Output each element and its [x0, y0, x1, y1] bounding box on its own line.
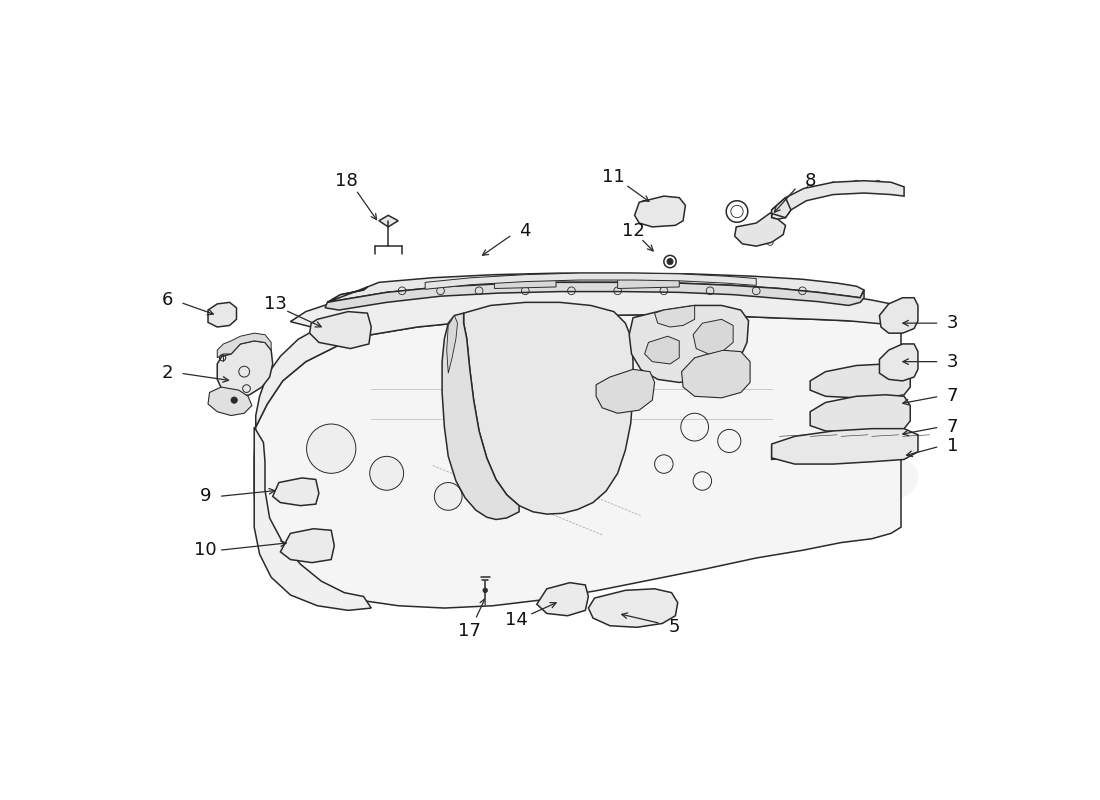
Polygon shape: [693, 319, 733, 354]
Text: 14: 14: [505, 610, 527, 629]
Text: 6: 6: [162, 291, 173, 309]
Polygon shape: [378, 215, 398, 227]
Polygon shape: [635, 196, 685, 227]
Polygon shape: [208, 302, 236, 327]
Polygon shape: [682, 350, 750, 398]
Polygon shape: [464, 302, 634, 514]
Circle shape: [434, 482, 462, 510]
Text: 12: 12: [621, 222, 645, 240]
Polygon shape: [588, 589, 678, 627]
Polygon shape: [654, 306, 695, 327]
Text: 10: 10: [195, 542, 217, 559]
Polygon shape: [772, 429, 917, 464]
Polygon shape: [310, 311, 372, 349]
Polygon shape: [218, 341, 273, 398]
Polygon shape: [596, 370, 654, 414]
Polygon shape: [629, 306, 749, 382]
Text: 2: 2: [162, 364, 173, 382]
Circle shape: [231, 397, 238, 403]
Polygon shape: [255, 282, 901, 427]
Polygon shape: [326, 282, 865, 310]
Polygon shape: [328, 273, 865, 302]
Polygon shape: [280, 529, 334, 562]
Text: 5: 5: [668, 618, 680, 636]
Text: a passion since 1985: a passion since 1985: [348, 514, 700, 547]
Polygon shape: [810, 394, 911, 432]
Polygon shape: [218, 333, 271, 358]
Polygon shape: [618, 274, 680, 289]
Text: eurocars: eurocars: [326, 407, 927, 524]
Circle shape: [307, 424, 356, 474]
Polygon shape: [772, 434, 914, 459]
Circle shape: [370, 456, 404, 490]
Polygon shape: [254, 314, 901, 608]
Text: 9: 9: [200, 487, 211, 506]
Polygon shape: [254, 427, 372, 610]
Polygon shape: [880, 344, 917, 381]
Polygon shape: [495, 274, 556, 289]
Polygon shape: [645, 336, 680, 364]
Text: 4: 4: [519, 222, 531, 240]
Text: 3: 3: [947, 353, 958, 370]
Polygon shape: [880, 298, 917, 333]
Text: 11: 11: [603, 168, 625, 186]
Text: 7: 7: [947, 387, 958, 406]
Text: 3: 3: [947, 314, 958, 332]
Text: 18: 18: [336, 172, 358, 190]
Circle shape: [667, 258, 673, 265]
Polygon shape: [735, 198, 791, 246]
Text: 8: 8: [804, 172, 816, 190]
Polygon shape: [442, 313, 519, 519]
Text: 17: 17: [459, 622, 481, 640]
Polygon shape: [447, 315, 458, 373]
Text: 13: 13: [264, 295, 286, 313]
Polygon shape: [537, 582, 588, 616]
Polygon shape: [208, 387, 252, 415]
Text: 7: 7: [947, 418, 958, 436]
Polygon shape: [273, 478, 319, 506]
Polygon shape: [425, 273, 757, 290]
Text: 1: 1: [947, 438, 958, 455]
Polygon shape: [772, 181, 904, 219]
Circle shape: [483, 588, 487, 593]
Polygon shape: [810, 364, 911, 398]
